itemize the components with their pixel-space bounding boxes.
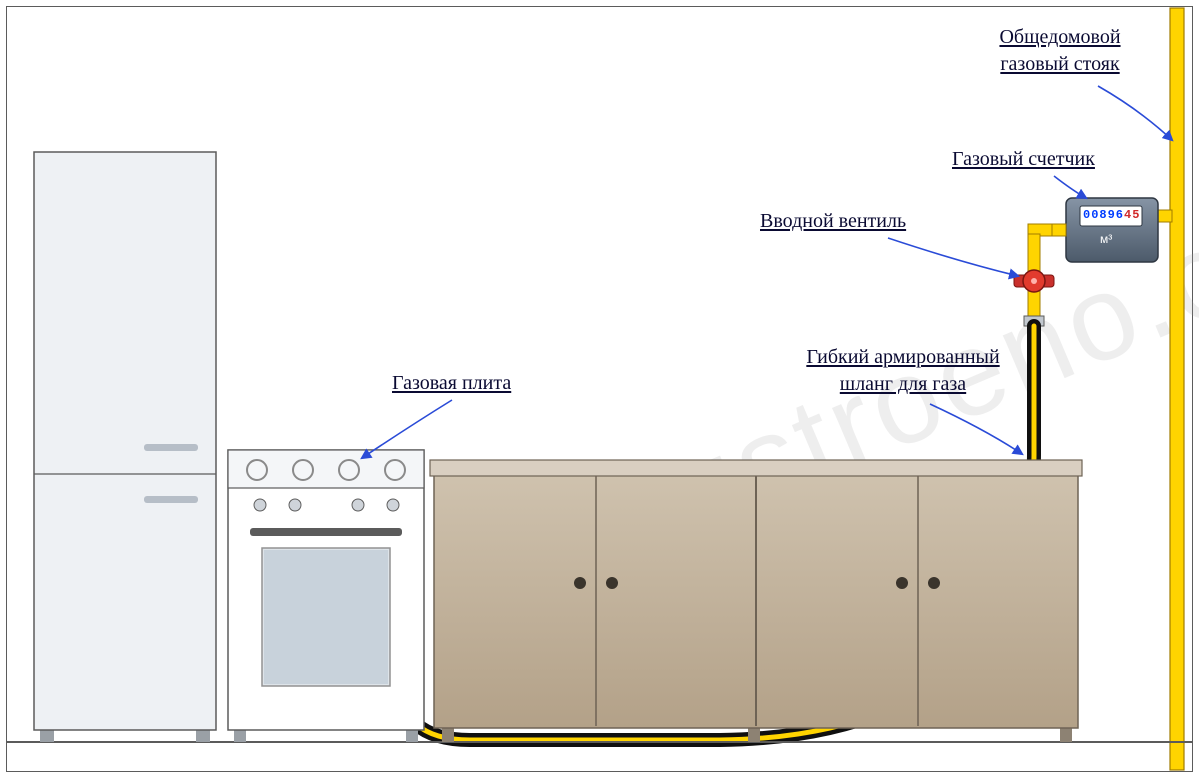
meter-digits-red: 45 — [1124, 208, 1140, 222]
label-riser: Общедомовой газовый стояк — [960, 24, 1160, 78]
label-stove: Газовая плита — [392, 370, 511, 397]
meter-reading: 0089645 — [1083, 208, 1140, 222]
meter-unit: м³ — [1100, 232, 1112, 246]
label-meter: Газовый счетчик — [952, 146, 1095, 173]
label-hose: Гибкий армированный шланг для газа — [788, 344, 1018, 398]
label-valve: Вводной вентиль — [760, 208, 906, 235]
meter-digits-main: 00896 — [1083, 208, 1124, 222]
